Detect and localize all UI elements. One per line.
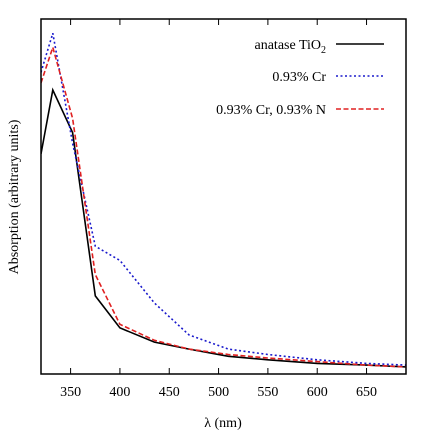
plot-frame [40,18,407,375]
ticks-layer: 350 400 450 500 550 600 650 [60,19,377,400]
y-axis-label: Absorption (arbitrary units) [7,119,22,274]
x-tick-label-550: 550 [257,385,278,400]
series-layer [41,32,406,368]
legend-label-1: anatase TiO2 [255,38,327,56]
x-tick-label-450: 450 [159,385,180,400]
series-line-3 [41,44,406,368]
series-line-2 [41,32,406,366]
x-tick-label-400: 400 [109,385,130,400]
legend-label-2: 0.93% Cr [272,70,326,85]
x-tick-label-650: 650 [356,385,377,400]
legend-label-3: 0.93% Cr, 0.93% N [216,103,326,118]
legend: anatase TiO2 0.93% Cr 0.93% Cr, 0.93% N [216,38,384,118]
x-axis-label: λ (nm) [204,416,242,431]
x-tick-label-500: 500 [208,385,229,400]
x-tick-label-350: 350 [60,385,81,400]
series-line-1 [41,87,406,368]
x-tick-label-600: 600 [307,385,328,400]
